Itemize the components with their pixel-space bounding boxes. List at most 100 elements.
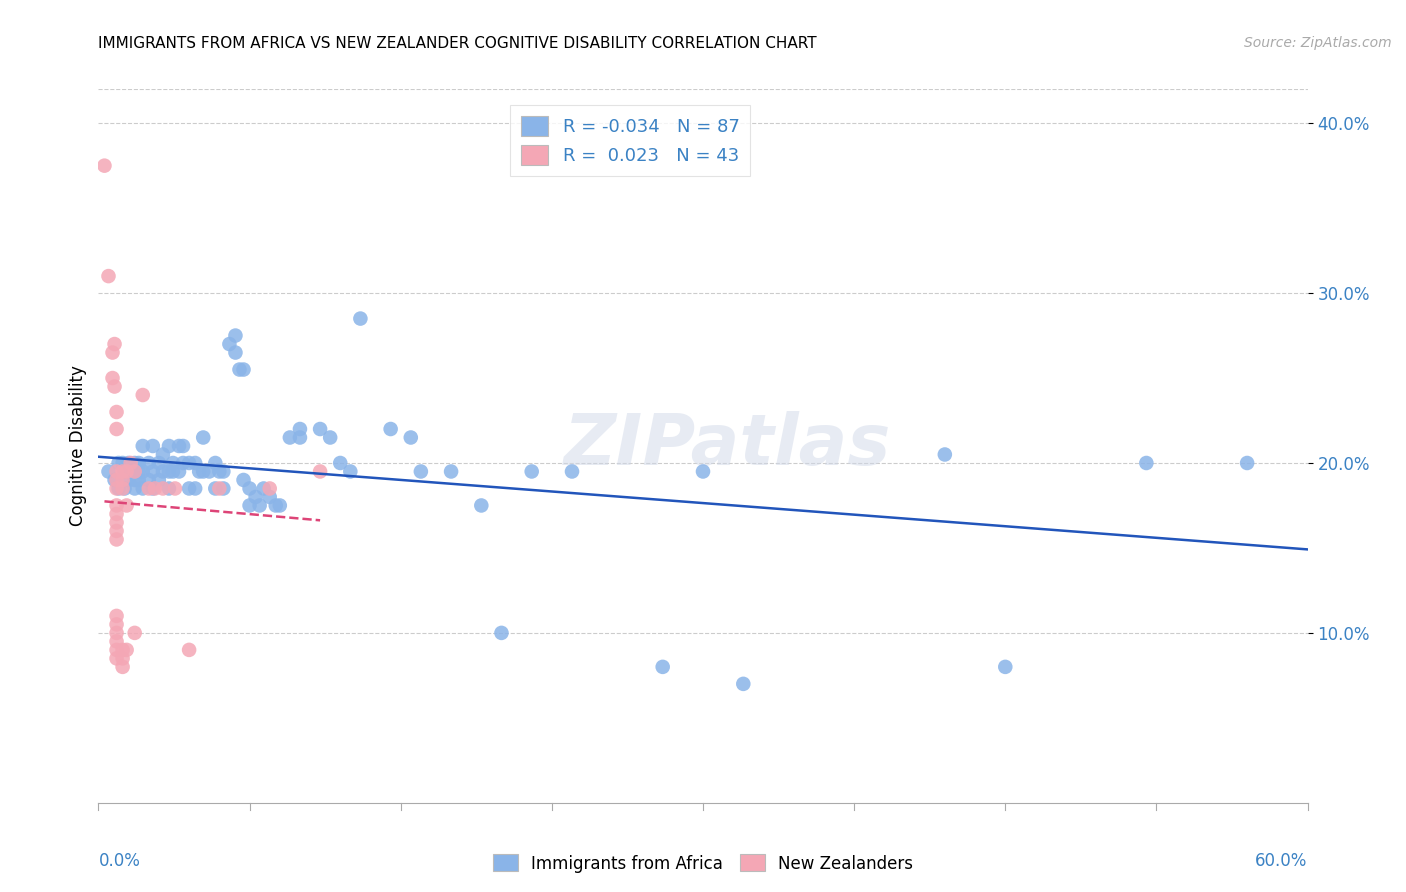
Point: [120, 456, 142, 470]
Point: [253, 482, 276, 496]
Point: [188, 465, 211, 479]
Point: [224, 345, 246, 359]
Point: [162, 456, 184, 470]
Point: [309, 465, 332, 479]
Point: [224, 328, 246, 343]
Point: [239, 482, 262, 496]
Point: [278, 430, 301, 444]
Point: [148, 456, 170, 470]
Point: [409, 465, 432, 479]
Point: [212, 465, 235, 479]
Point: [124, 482, 146, 496]
Point: [105, 482, 128, 496]
Point: [193, 430, 215, 444]
Point: [177, 643, 201, 657]
Point: [491, 626, 513, 640]
Point: [105, 651, 128, 665]
Point: [138, 456, 160, 470]
Point: [148, 473, 170, 487]
Point: [319, 430, 342, 444]
Point: [167, 439, 190, 453]
Point: [107, 482, 129, 496]
Point: [142, 482, 165, 496]
Point: [470, 499, 492, 513]
Point: [288, 430, 311, 444]
Point: [520, 465, 543, 479]
Point: [138, 482, 160, 496]
Point: [101, 345, 124, 359]
Point: [380, 422, 402, 436]
Point: [177, 482, 201, 496]
Point: [124, 626, 146, 640]
Point: [994, 660, 1017, 674]
Point: [111, 456, 134, 470]
Point: [105, 507, 128, 521]
Legend: R = -0.034   N = 87, R =  0.023   N = 43: R = -0.034 N = 87, R = 0.023 N = 43: [510, 105, 751, 176]
Point: [269, 499, 291, 513]
Point: [157, 439, 180, 453]
Point: [115, 643, 138, 657]
Point: [97, 269, 120, 284]
Point: [105, 516, 128, 530]
Point: [157, 465, 180, 479]
Point: [115, 465, 138, 479]
Point: [105, 634, 128, 648]
Point: [204, 482, 226, 496]
Point: [124, 473, 146, 487]
Point: [329, 456, 352, 470]
Point: [208, 482, 231, 496]
Point: [111, 651, 134, 665]
Point: [152, 448, 174, 462]
Point: [152, 482, 174, 496]
Text: ZIPatlas: ZIPatlas: [564, 411, 891, 481]
Point: [288, 422, 311, 436]
Point: [259, 490, 281, 504]
Point: [204, 456, 226, 470]
Point: [561, 465, 583, 479]
Point: [934, 448, 956, 462]
Point: [111, 643, 134, 657]
Point: [128, 473, 150, 487]
Point: [157, 482, 180, 496]
Point: [142, 465, 165, 479]
Point: [692, 465, 714, 479]
Point: [172, 439, 194, 453]
Point: [93, 159, 115, 173]
Point: [111, 660, 134, 674]
Point: [124, 465, 146, 479]
Point: [1135, 456, 1157, 470]
Point: [245, 490, 267, 504]
Y-axis label: Cognitive Disability: Cognitive Disability: [69, 366, 87, 526]
Point: [193, 465, 215, 479]
Point: [105, 524, 128, 538]
Point: [733, 677, 755, 691]
Point: [118, 465, 141, 479]
Point: [105, 608, 128, 623]
Point: [111, 465, 134, 479]
Point: [440, 465, 463, 479]
Point: [138, 473, 160, 487]
Point: [115, 499, 138, 513]
Point: [114, 482, 136, 496]
Point: [132, 465, 155, 479]
Text: 0.0%: 0.0%: [98, 852, 141, 870]
Point: [264, 499, 287, 513]
Point: [105, 473, 128, 487]
Point: [184, 456, 207, 470]
Point: [103, 379, 125, 393]
Point: [105, 465, 128, 479]
Point: [111, 473, 134, 487]
Point: [128, 456, 150, 470]
Point: [259, 482, 281, 496]
Point: [105, 405, 128, 419]
Point: [107, 456, 129, 470]
Point: [239, 499, 262, 513]
Point: [105, 533, 128, 547]
Legend: Immigrants from Africa, New Zealanders: Immigrants from Africa, New Zealanders: [486, 847, 920, 880]
Point: [101, 371, 124, 385]
Text: IMMIGRANTS FROM AFRICA VS NEW ZEALANDER COGNITIVE DISABILITY CORRELATION CHART: IMMIGRANTS FROM AFRICA VS NEW ZEALANDER …: [98, 36, 817, 51]
Point: [152, 465, 174, 479]
Point: [651, 660, 673, 674]
Point: [111, 482, 134, 496]
Point: [163, 482, 186, 496]
